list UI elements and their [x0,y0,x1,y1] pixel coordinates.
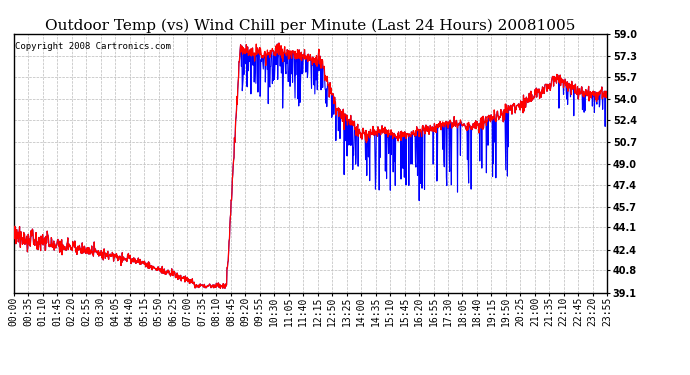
Text: Copyright 2008 Cartronics.com: Copyright 2008 Cartronics.com [15,42,171,51]
Title: Outdoor Temp (vs) Wind Chill per Minute (Last 24 Hours) 20081005: Outdoor Temp (vs) Wind Chill per Minute … [46,18,575,33]
